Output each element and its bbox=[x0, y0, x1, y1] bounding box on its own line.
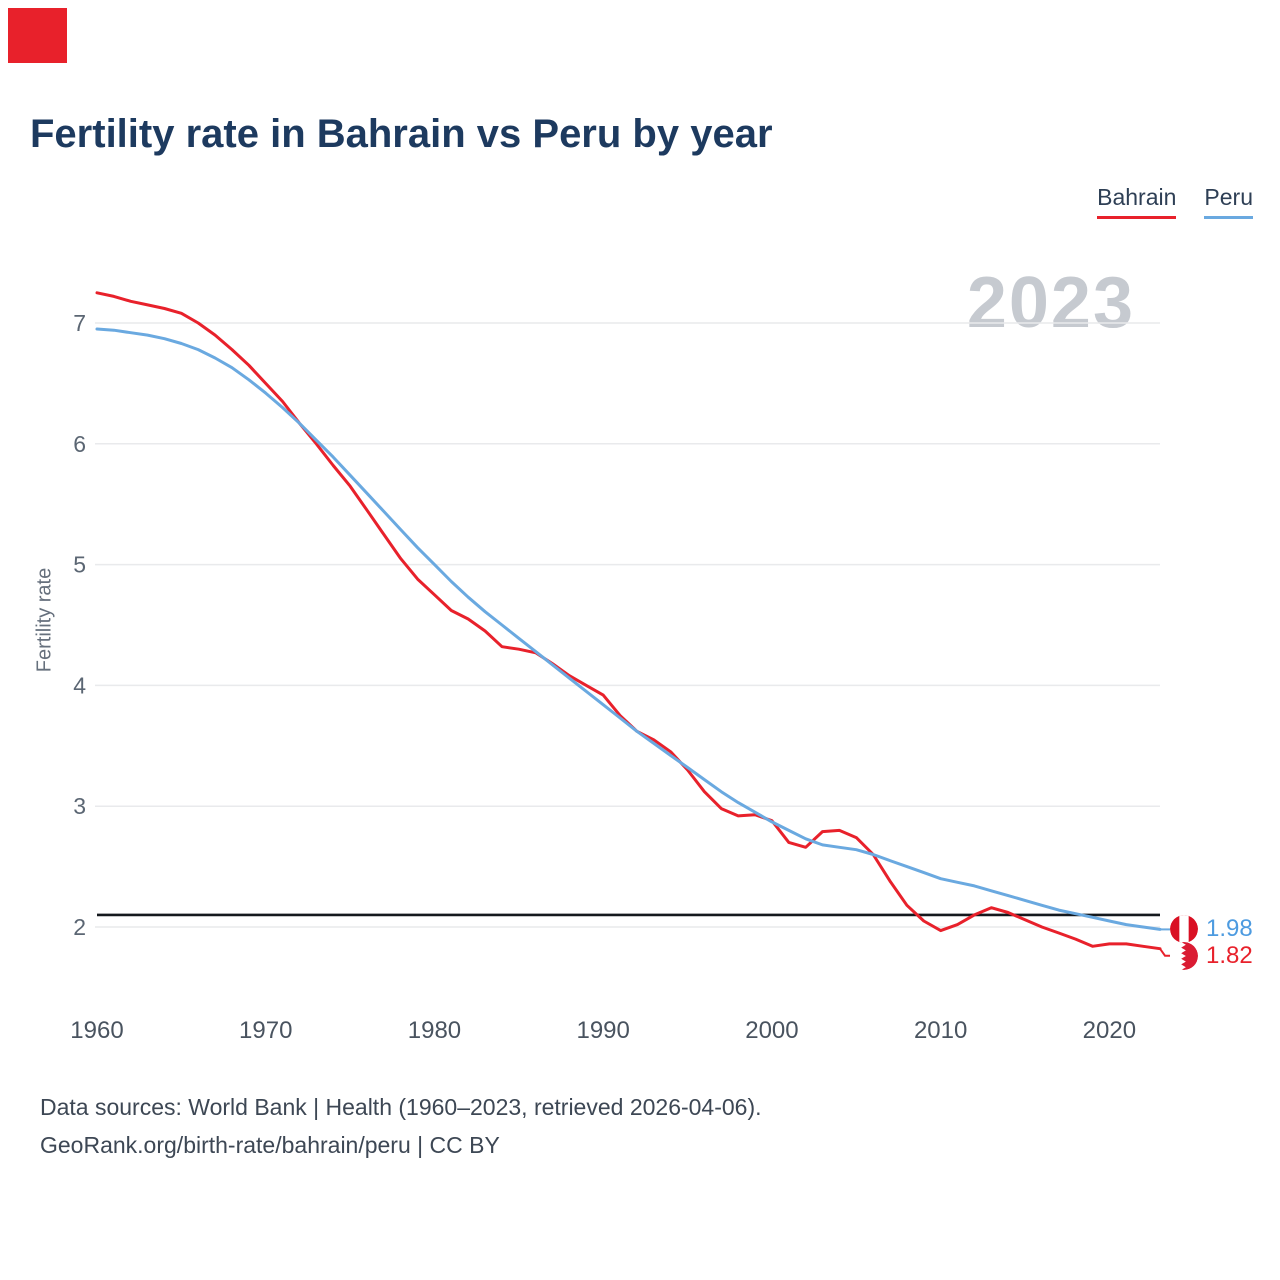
end-label-bahrain: 1.82 bbox=[1170, 942, 1253, 970]
svg-text:2: 2 bbox=[73, 914, 86, 940]
legend-item-peru[interactable]: Peru bbox=[1204, 184, 1253, 219]
svg-text:6: 6 bbox=[73, 431, 86, 457]
end-value-peru: 1.98 bbox=[1206, 915, 1253, 942]
svg-text:5: 5 bbox=[73, 552, 86, 578]
svg-text:1990: 1990 bbox=[576, 1017, 629, 1044]
end-label-peru: 1.98 bbox=[1170, 915, 1253, 943]
legend: Bahrain Peru bbox=[1097, 184, 1253, 219]
svg-text:1960: 1960 bbox=[70, 1017, 123, 1044]
legend-item-bahrain[interactable]: Bahrain bbox=[1097, 184, 1177, 219]
svg-text:4: 4 bbox=[73, 672, 86, 698]
svg-text:7: 7 bbox=[73, 310, 86, 336]
end-value-bahrain: 1.82 bbox=[1206, 942, 1253, 969]
year-watermark: 2023 bbox=[966, 263, 1135, 343]
brand-logo bbox=[8, 8, 67, 63]
footer-attribution: GeoRank.org/birth-rate/bahrain/peru | CC… bbox=[40, 1132, 500, 1158]
footer-sources: Data sources: World Bank | Health (1960–… bbox=[40, 1094, 762, 1120]
peru-flag-icon bbox=[1170, 915, 1198, 943]
svg-text:2020: 2020 bbox=[1083, 1017, 1136, 1044]
svg-text:1980: 1980 bbox=[408, 1017, 461, 1044]
svg-text:3: 3 bbox=[73, 793, 86, 819]
footer: Data sources: World Bank | Health (1960–… bbox=[40, 1088, 762, 1164]
bahrain-flag-icon bbox=[1170, 942, 1198, 970]
page-title: Fertility rate in Bahrain vs Peru by yea… bbox=[30, 112, 773, 156]
svg-text:2000: 2000 bbox=[745, 1017, 798, 1044]
svg-text:2010: 2010 bbox=[914, 1017, 967, 1044]
svg-text:1970: 1970 bbox=[239, 1017, 292, 1044]
